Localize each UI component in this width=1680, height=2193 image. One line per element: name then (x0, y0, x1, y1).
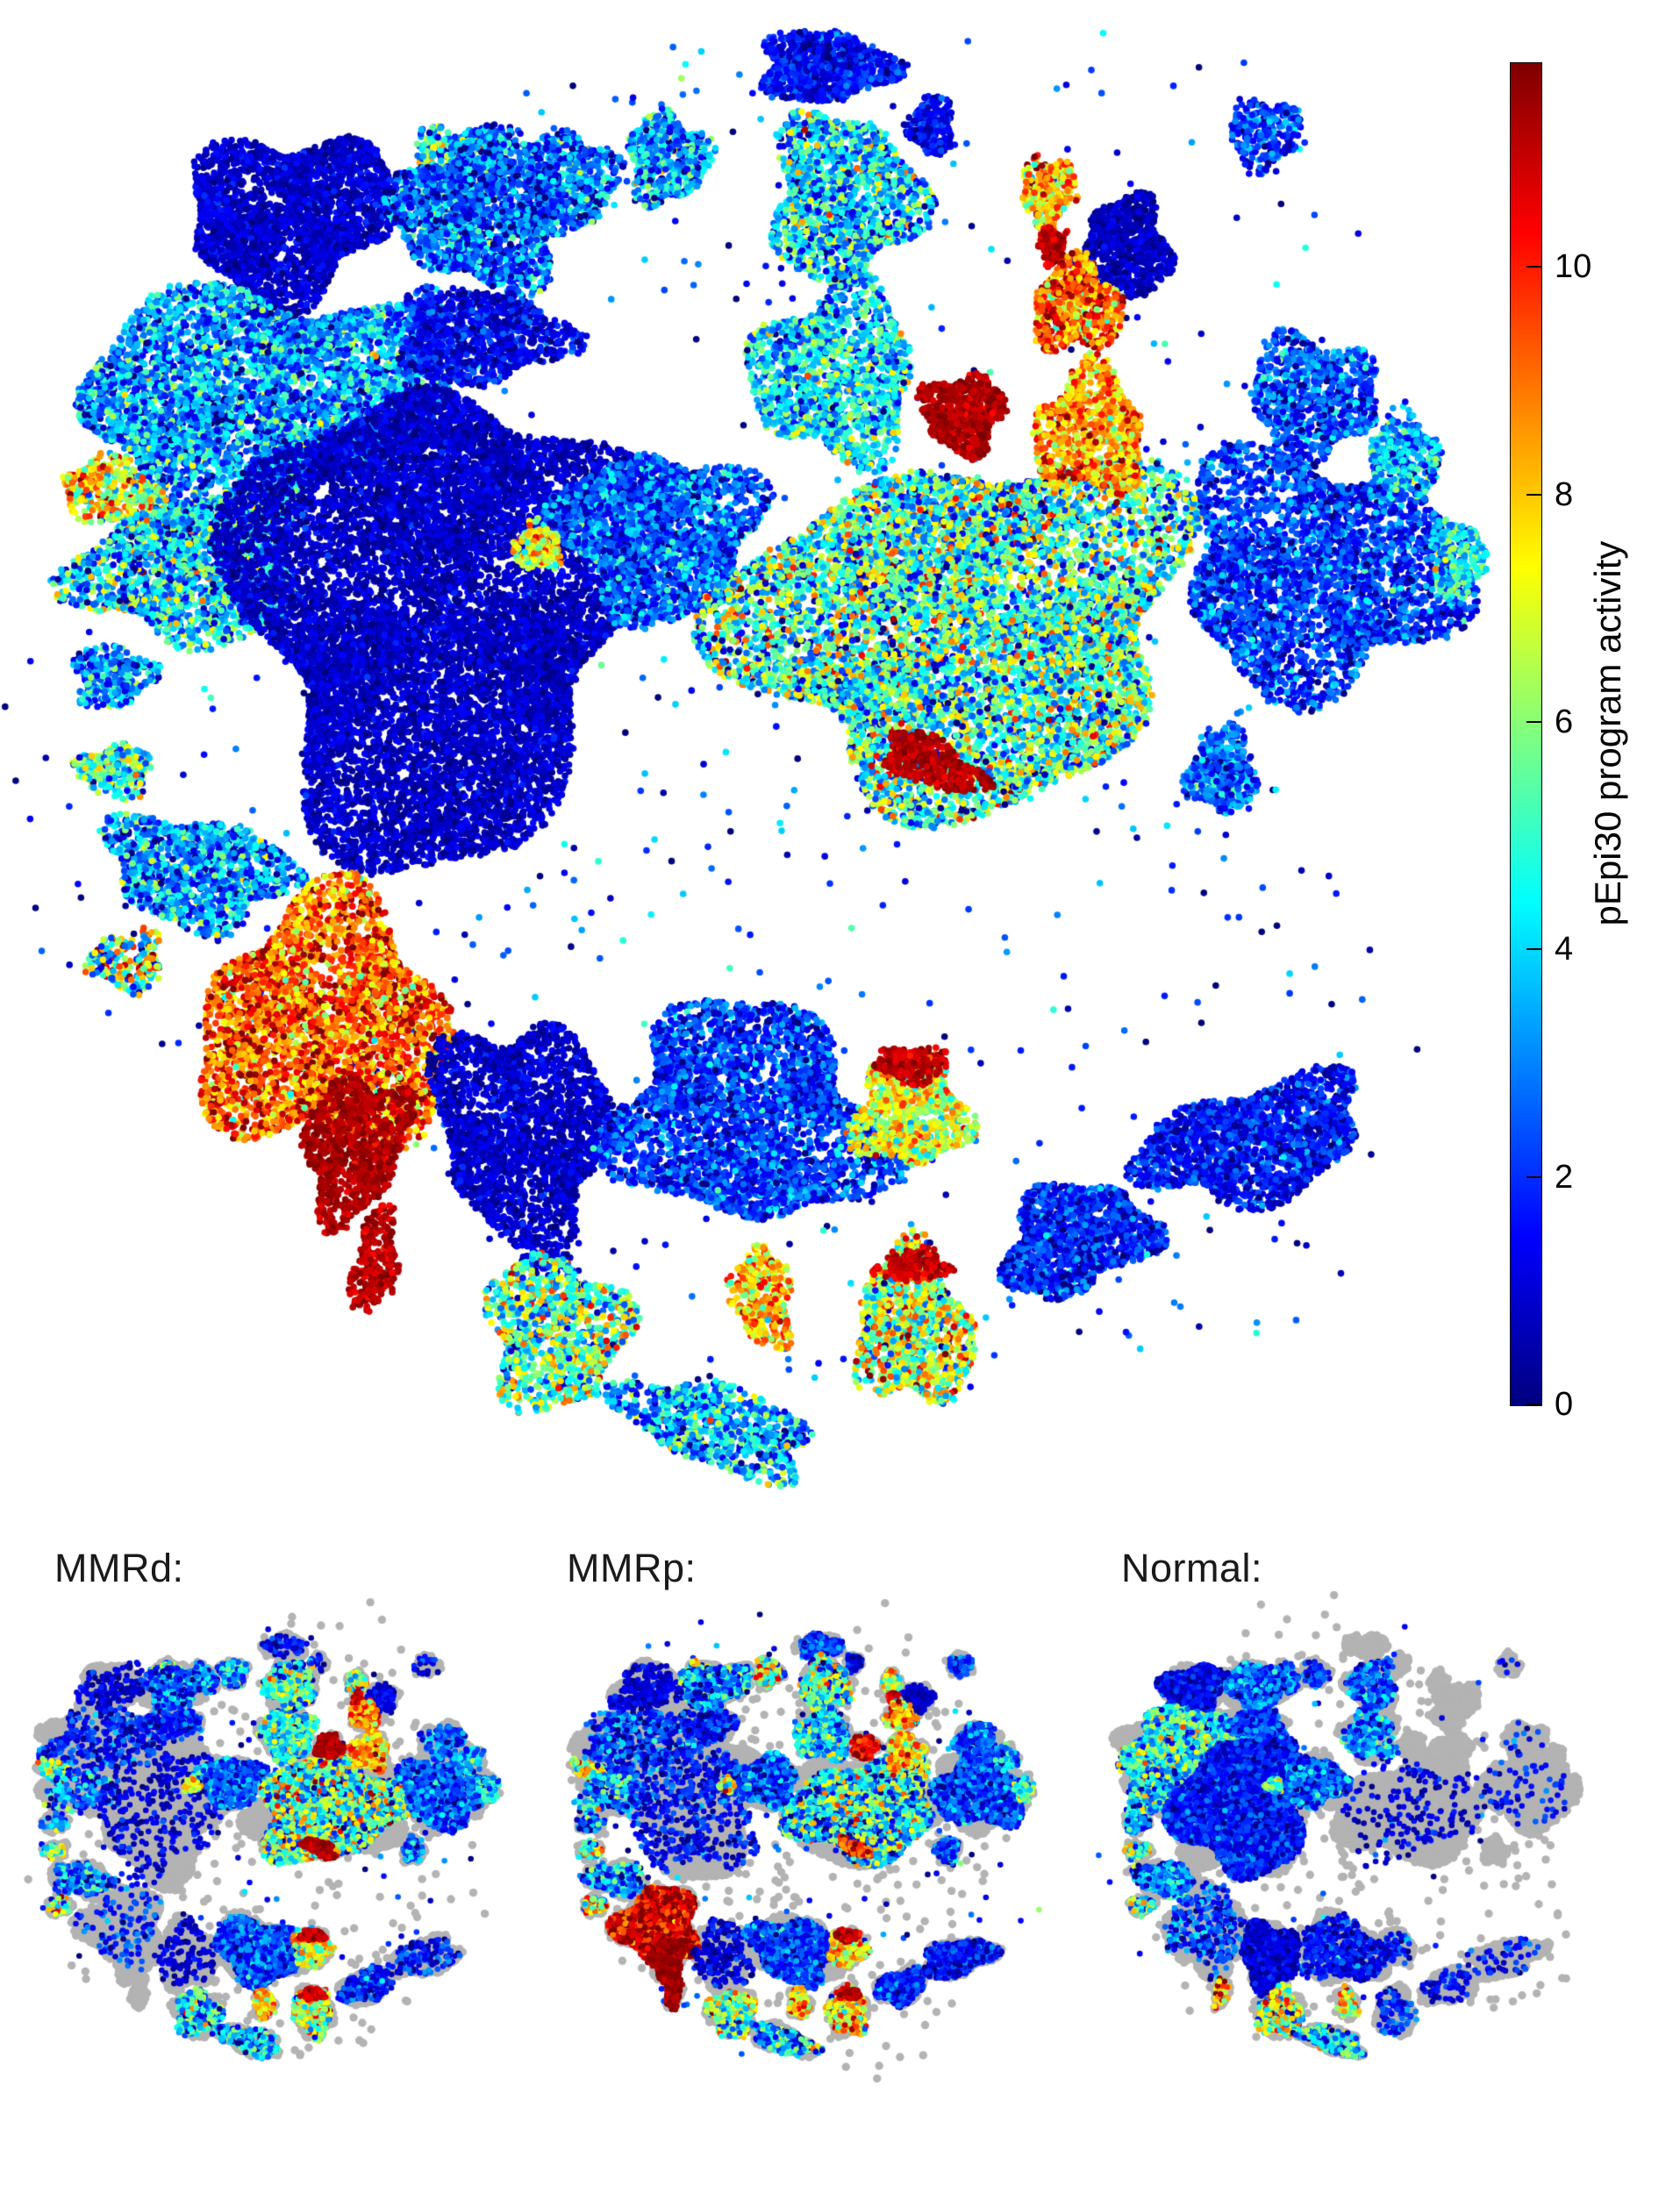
colorbar-tick-label: 2 (1555, 1158, 1574, 1196)
colorbar-tick-mark (1526, 1404, 1541, 1405)
colorbar-gradient (1511, 63, 1541, 1405)
colorbar-tick-mark (1526, 721, 1541, 724)
colorbar (1510, 62, 1542, 1406)
colorbar-tick-label: 4 (1555, 931, 1574, 968)
colorbar-label: pEpi30 program activity (1587, 540, 1628, 926)
colorbar-tick-mark (1526, 493, 1541, 496)
colorbar-tick-label: 10 (1555, 248, 1592, 286)
colorbar-tick-mark (1526, 948, 1541, 951)
colorbar-tick-mark (1526, 1175, 1541, 1178)
colorbar-tick-label: 6 (1555, 704, 1574, 741)
colorbar-tick-label: 8 (1555, 475, 1574, 513)
colorbar-tick-mark (1526, 266, 1541, 268)
panel-label-mmrd: MMRd: (54, 1546, 184, 1590)
panel-label-mmrp: MMRp: (567, 1546, 697, 1590)
colorbar-tick-label: 0 (1555, 1386, 1574, 1423)
panel-label-normal: Normal: (1121, 1546, 1263, 1590)
